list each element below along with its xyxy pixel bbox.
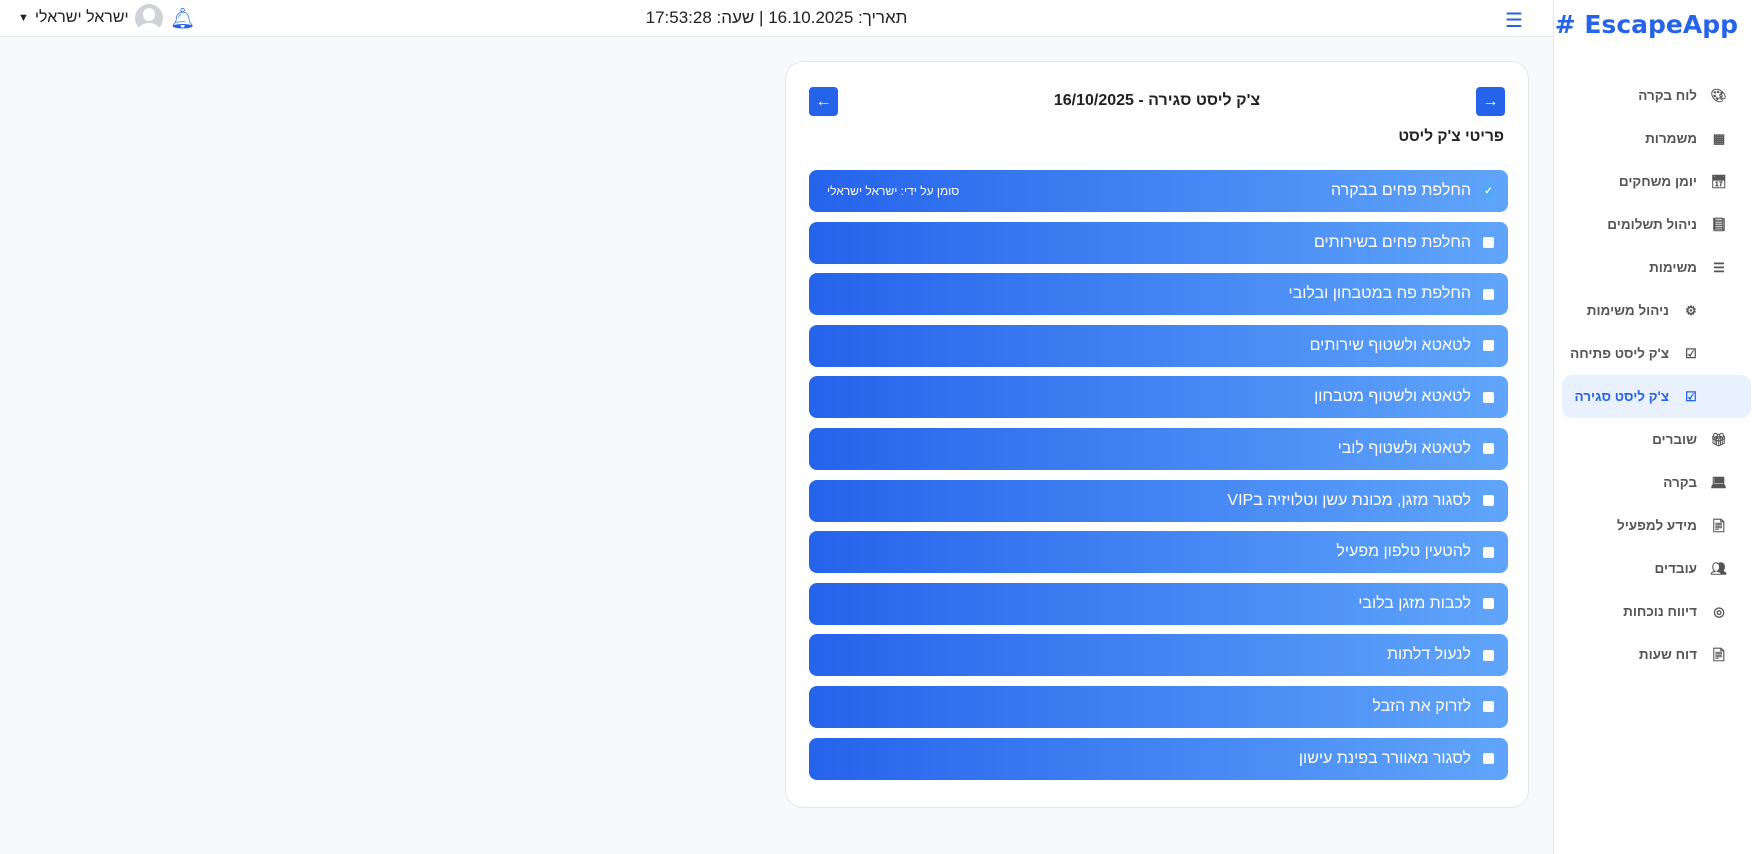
checkbox[interactable] [1483,288,1494,300]
checklist-item[interactable]: לטאטא ולשטוף מטבחון [809,376,1508,419]
datetime: תאריך: 16.10.2025 | שעה: 17:53:28 [645,8,908,27]
checklist-item[interactable]: החלפת פחים בשירותים [809,221,1508,264]
sidebar-item-label: בקרה [1663,475,1697,490]
checklist-card: → צ'ק ליסט סגירה - 16/10/2025 ← פריטי צ'… [785,61,1529,808]
nav-icon: ◎︎ [1713,603,1725,619]
item-label: החלפת פחים בבקרה [1331,182,1471,199]
item-label: החלפת פח במטבחון ובלובי [1288,285,1471,303]
hash-icon: # [1554,10,1585,39]
checkbox[interactable] [1483,391,1494,403]
sidebar-item[interactable]: ☰︎ משימות [1554,246,1751,289]
hamburger-menu-icon[interactable]: ☰ [1505,10,1523,32]
sidebar-item[interactable]: ⚙︎ ניהול משימות [1554,289,1751,332]
nav-icon: 🎁︎ [1710,431,1727,447]
nav-icon: 🎨︎ [1710,87,1727,103]
sidebar-item[interactable]: 💻︎ בקרה [1554,461,1751,504]
nav-icon: ☰︎ [1713,259,1725,275]
checklist-item[interactable]: לטאטא ולשטוף שירותים [809,324,1508,367]
checklist-item[interactable]: החלפת פח במטבחון ובלובי [809,273,1508,316]
sidebar-item-label: דיווח נוכחות [1623,604,1697,619]
checkbox[interactable] [1483,598,1494,610]
prev-day-button[interactable]: ← [809,87,838,116]
marked-by: סומן על ידי: ישראל ישראלי [827,184,960,198]
sidebar-item[interactable]: ◎︎ דיווח נוכחות [1554,590,1751,633]
user-name: ישראל ישראלי [34,9,129,26]
checklist-item[interactable]: להטעין טלפון מפעיל [809,531,1508,574]
sidebar-item-label: עובדים [1654,561,1697,576]
checkbox[interactable] [1483,649,1494,661]
sidebar: # EscapeApp 🎨︎ לוח בקרה ▦︎ משמרות 📅︎ יומן משח… [1553,0,1758,854]
item-label: לטאטא ולשטוף שירותים [1309,336,1471,354]
sidebar-item-label: ניהול תשלומים [1607,217,1697,232]
checklist-item[interactable]: ✓ החלפת פחים בבקרה סומן על ידי: ישראל ישרא… [809,170,1508,212]
item-label: החלפת פחים בשירותים [1313,233,1471,251]
nav-icon: 📄︎ [1710,517,1727,533]
arrow-right-icon: → [1482,92,1499,110]
nav-icon: ☑︎ [1685,388,1697,404]
checklist-item[interactable]: לסגור מזגן, מכונת עשן וטלויזיה בVIP [809,479,1508,522]
checkbox[interactable] [1483,753,1494,765]
sidebar-item[interactable]: 👥︎ עובדים [1554,547,1751,590]
item-label: לכבות מזגן בלובי [1358,594,1471,612]
checkbox[interactable] [1483,340,1494,352]
next-day-button[interactable]: → [1476,87,1505,116]
sidebar-item-label: ניהול משימות [1586,303,1669,318]
nav-icon: 📄︎ [1710,646,1727,662]
item-label: להטעין טלפון מפעיל [1336,543,1471,561]
sidebar-item[interactable]: ☑︎ צ'ק ליסט פתיחה [1554,332,1751,375]
checklist-item[interactable]: לטאטא ולשטוף לובי [809,427,1508,470]
page-title: צ'ק ליסט סגירה - 16/10/2025 [1053,92,1261,109]
chevron-down-icon: ▼ [18,12,29,24]
sidebar-item[interactable]: 📄︎ מידע למפעיל [1554,504,1751,547]
nav-icon: ☑︎ [1685,345,1697,361]
sidebar-item-label: משימות [1649,260,1697,275]
checkbox[interactable] [1483,443,1494,455]
avatar [134,4,163,32]
bell-icon[interactable]: 🔔︎ [170,8,196,30]
nav-icon: 📅︎ [1710,173,1727,189]
item-label: לסגור מזגן, מכונת עשן וטלויזיה בVIP [1227,491,1471,509]
checklist-items: ✓ החלפת פחים בבקרה סומן על ידי: ישראל ישרא… [809,170,1508,789]
item-label: לטאטא ולשטוף לובי [1337,439,1471,457]
sidebar-item[interactable]: 🎁︎ שוברים [1554,418,1751,461]
checkbox[interactable] [1483,495,1494,507]
sidebar-item-label: צ'ק ליסט פתיחה [1570,346,1669,361]
sidebar-item[interactable]: 📄︎ דוח שעות [1554,633,1751,676]
checklist-item[interactable]: לסגור מאוורר בפינת עישון [809,737,1508,780]
checklist-item[interactable]: לזרוק את הזבל [809,685,1508,728]
item-label: לנעול דלתות [1386,646,1471,664]
item-label: לסגור מאוורר בפינת עישון [1298,749,1471,767]
checkbox[interactable] [1483,546,1494,558]
nav-icon: ▦︎ [1712,130,1726,146]
sidebar-item-label: דוח שעות [1638,647,1697,662]
sidebar-item-label: שוברים [1652,432,1697,447]
nav-icon: 💻︎ [1710,474,1727,490]
nav-icon: ⚙︎ [1685,302,1697,318]
arrow-left-icon: ← [815,92,832,110]
nav-icon: 📘︎ [1710,216,1727,232]
top-bar: ▼ ישראל ישראלי 🔔︎ תאריך: 16.10.2025 | שע… [0,0,1553,37]
nav-icon: 👥︎ [1710,560,1727,576]
item-label: לזרוק את הזבל [1372,697,1472,715]
user-menu[interactable]: ▼ ישראל ישראלי [18,4,163,32]
sidebar-item[interactable]: ☑︎ צ'ק ליסט סגירה [1562,375,1751,418]
checklist-item[interactable]: לנעול דלתות [809,634,1508,677]
sidebar-item-label: צ'ק ליסט סגירה [1574,389,1669,404]
sidebar-item-label: יומן משחקים [1618,174,1697,189]
section-title: פריטי צ'ק ליסט [1398,128,1504,145]
checkbox[interactable]: ✓ [1483,185,1494,197]
item-label: לטאטא ולשטוף מטבחון [1314,388,1471,406]
sidebar-item-label: משמרות [1645,131,1697,146]
checkbox[interactable] [1483,701,1494,713]
sidebar-item-label: מידע למפעיל [1616,518,1697,533]
sidebar-item-label: לוח בקרה [1638,88,1697,103]
sidebar-item[interactable]: ▦︎ משמרות [1554,117,1751,160]
checkbox[interactable] [1483,237,1494,249]
sidebar-item[interactable]: 🎨︎ לוח בקרה [1554,74,1751,117]
checklist-item[interactable]: לכבות מזגן בלובי [809,582,1508,625]
app-logo[interactable]: # EscapeApp [1554,10,1738,39]
sidebar-item[interactable]: 📅︎ יומן משחקים [1554,160,1751,203]
sidebar-item[interactable]: 📘︎ ניהול תשלומים [1554,203,1751,246]
sidebar-nav: 🎨︎ לוח בקרה ▦︎ משמרות 📅︎ יומן משחקים 📘︎ ניהול ת… [1554,74,1758,676]
